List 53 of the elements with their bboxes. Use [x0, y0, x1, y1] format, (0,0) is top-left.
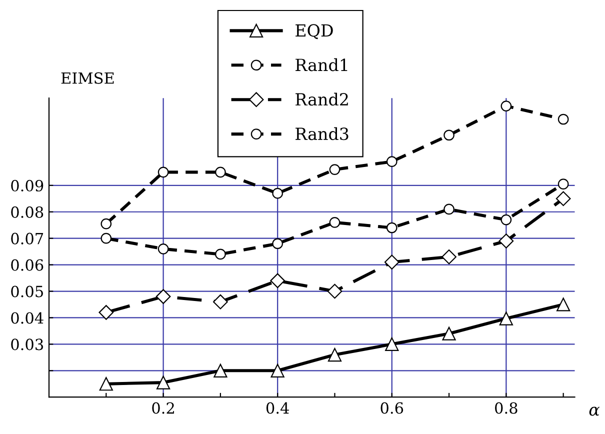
- point: [444, 204, 454, 215]
- point: [558, 114, 569, 125]
- point: [100, 218, 112, 230]
- y-axis-title: EIMSE: [61, 72, 114, 84]
- point: [327, 284, 342, 299]
- y-tick-label: 0.03: [11, 338, 44, 350]
- y-tick-label: 0.07: [11, 232, 44, 244]
- point: [158, 166, 169, 178]
- y-tick-label: 0.09: [11, 180, 44, 192]
- point: [272, 188, 284, 199]
- point: [442, 326, 456, 340]
- point: [556, 191, 571, 206]
- point: [384, 254, 400, 270]
- x-tick-label: 0.2: [152, 402, 174, 414]
- point: [158, 244, 169, 254]
- y-tick-label: 0.06: [11, 259, 44, 271]
- point: [213, 294, 228, 310]
- point: [99, 377, 113, 391]
- point: [100, 232, 112, 244]
- point: [98, 305, 114, 320]
- point: [444, 130, 454, 141]
- legend-label: Rand3: [296, 127, 348, 140]
- point: [386, 222, 398, 234]
- point: [386, 156, 398, 168]
- y-tick-label: 0.08: [11, 206, 44, 218]
- point: [558, 178, 569, 190]
- point: [500, 214, 512, 226]
- point: [499, 312, 513, 326]
- point: [270, 364, 284, 378]
- point: [556, 298, 570, 312]
- point: [500, 100, 512, 112]
- point: [156, 376, 170, 390]
- point: [270, 273, 286, 288]
- point: [272, 238, 284, 250]
- point: [442, 249, 456, 264]
- point: [498, 234, 514, 248]
- point: [215, 166, 226, 178]
- point: [156, 289, 171, 304]
- legend-label: Rand1: [296, 58, 348, 72]
- point: [214, 364, 228, 378]
- point: [328, 348, 342, 362]
- point: [385, 337, 399, 351]
- x-tick-label: 0.4: [266, 402, 289, 414]
- legend-label: Rand2: [296, 92, 348, 106]
- point: [329, 217, 340, 228]
- y-tick-label: 0.04: [11, 312, 44, 324]
- point: [329, 164, 340, 175]
- x-axis-title: α: [589, 406, 600, 416]
- x-tick-label: 0.8: [495, 402, 518, 414]
- x-tick-label: 0.6: [380, 402, 404, 414]
- legend-label: EQD: [296, 24, 333, 40]
- y-tick-label: 0.05: [11, 286, 43, 298]
- point: [215, 248, 226, 260]
